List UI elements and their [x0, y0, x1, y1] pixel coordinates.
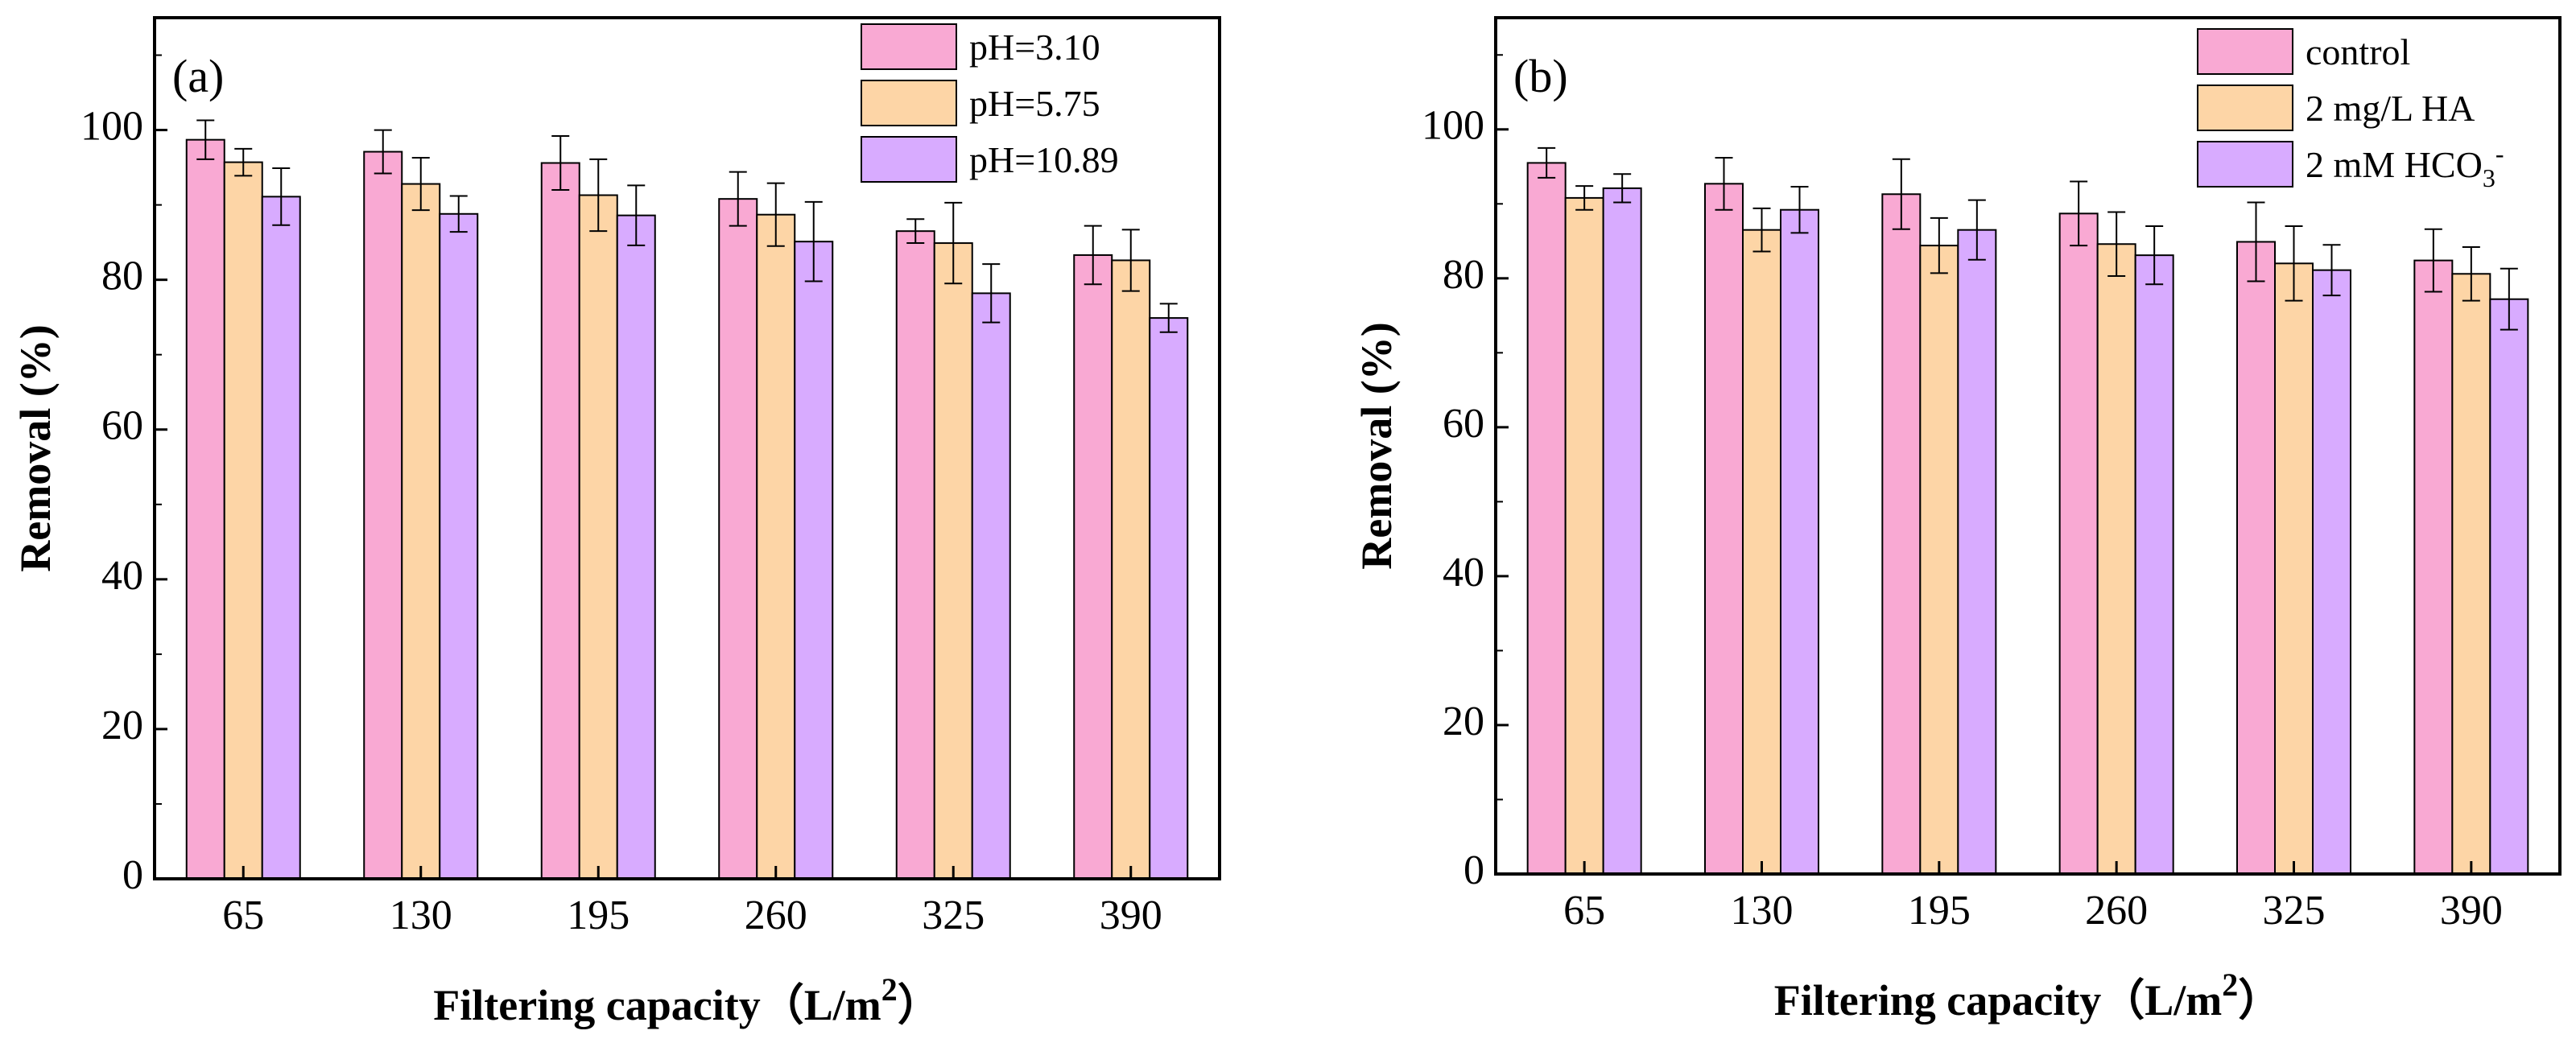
y-tick-label: 60: [101, 403, 143, 449]
legend-label-main: pH=3.10: [969, 27, 1100, 68]
legend-label-main: control: [2306, 31, 2410, 72]
bar: [2236, 241, 2276, 876]
x-axis-title: Filtering capacity（L/m2）: [1774, 967, 2281, 1024]
legend-label: 2 mg/L HA: [2306, 88, 2475, 129]
x-axis-title-superscript: 2: [881, 971, 898, 1008]
chart-panel-b: 0 20 40 60 80 100 65 130 195 260 325 390 (b) Removal …: [1352, 16, 2562, 1024]
bar: [2058, 212, 2099, 876]
bar: [718, 198, 758, 880]
bar: [1111, 259, 1151, 880]
y-tick-label: 20: [101, 703, 143, 748]
x-axis-title-main: Filtering capacity（L/m: [433, 981, 881, 1029]
x-axis-title: Filtering capacity（L/m2）: [433, 971, 940, 1029]
x-axis-title-end: ）: [2238, 976, 2281, 1024]
bar: [363, 150, 403, 880]
bar: [578, 194, 618, 880]
y-axis-title: Removal (%): [11, 324, 60, 571]
bar: [756, 213, 796, 880]
y-tick-label: 100: [1422, 103, 1484, 149]
legend-label: pH=3.10: [969, 27, 1100, 68]
legend-label-superscript: -: [2496, 139, 2504, 168]
x-tick-label: 390: [2440, 888, 2503, 934]
bar: [185, 138, 225, 880]
legend-swatch: [2197, 85, 2293, 131]
legend-label: 2 mM HCO3-: [2306, 139, 2504, 192]
bar: [1526, 162, 1567, 875]
x-tick-label: 130: [390, 893, 452, 938]
x-tick-label: 195: [567, 893, 630, 938]
legend-label: control: [2306, 31, 2410, 72]
bar: [1564, 196, 1604, 876]
legend-label-main: pH=10.89: [969, 139, 1119, 180]
x-tick-label: 390: [1100, 893, 1162, 938]
bar: [1881, 193, 1922, 875]
x-axis-title-superscript: 2: [2222, 967, 2238, 1003]
legend-label-main: 2 mg/L HA: [2306, 88, 2475, 129]
bar: [401, 183, 441, 880]
bar: [1780, 208, 1819, 875]
bar: [1704, 183, 1744, 875]
bar: [1602, 187, 1642, 876]
bar: [1957, 229, 1997, 875]
x-axis-title-end: ）: [898, 981, 941, 1029]
legend-swatch: [861, 80, 957, 126]
bar: [616, 214, 656, 880]
y-tick-label: 100: [80, 104, 143, 150]
bar: [933, 242, 973, 880]
bar: [1742, 229, 1781, 875]
bar: [2312, 269, 2351, 875]
legend-label-main: pH=5.75: [969, 83, 1100, 124]
y-tick-label: 60: [1443, 401, 1484, 447]
legend-label-main: 2 mM HCO: [2306, 144, 2483, 185]
x-tick-label: 325: [922, 893, 985, 938]
legend-swatch: [861, 23, 957, 70]
x-tick-label: 260: [2085, 888, 2148, 934]
x-axis-title-main: Filtering capacity（L/m: [1774, 976, 2222, 1024]
y-tick-label: 80: [1443, 252, 1484, 298]
bar: [2274, 262, 2314, 876]
bar: [971, 292, 1011, 880]
x-tick-label: 130: [1731, 888, 1794, 934]
bar: [223, 161, 263, 880]
panel-label: (a): [172, 50, 224, 102]
y-tick-label: 40: [101, 553, 143, 599]
bar: [895, 230, 935, 880]
chart-panel-a: 0 20 40 60 80 100 65 130 195 260 325 390 (a) Removal …: [11, 16, 1221, 1029]
legend-label-subscript: 3: [2483, 163, 2496, 192]
legend-swatch: [861, 136, 957, 183]
x-tick-label: 65: [222, 893, 264, 938]
bar: [1073, 254, 1113, 880]
plot-frame: [153, 16, 1221, 880]
legend-swatch: [2197, 28, 2293, 75]
bar: [261, 196, 301, 880]
x-tick-label: 65: [1563, 888, 1605, 934]
legend-label: pH=5.75: [969, 83, 1100, 124]
bar: [2413, 259, 2454, 876]
x-tick-label: 195: [1908, 888, 1971, 934]
bar: [2134, 254, 2174, 875]
bar: [2096, 243, 2136, 875]
y-tick-label: 0: [122, 852, 143, 898]
y-tick-label: 40: [1443, 550, 1484, 596]
bar: [540, 162, 580, 880]
y-axis-title: Removal (%): [1352, 322, 1401, 569]
bar: [439, 212, 479, 880]
legend-label: pH=10.89: [969, 139, 1119, 180]
x-tick-label: 260: [745, 893, 807, 938]
y-tick-label: 80: [101, 254, 143, 299]
plot-frame: [1494, 16, 2562, 876]
y-tick-label: 20: [1443, 699, 1484, 744]
bar: [794, 241, 834, 880]
legend-swatch: [2197, 141, 2293, 188]
bar: [2489, 298, 2529, 875]
bar: [2451, 273, 2491, 875]
bar: [1149, 317, 1189, 880]
y-tick-label: 0: [1463, 847, 1484, 893]
panel-label: (b): [1513, 50, 1568, 102]
x-tick-label: 325: [2263, 888, 2326, 934]
bar: [1919, 245, 1959, 875]
